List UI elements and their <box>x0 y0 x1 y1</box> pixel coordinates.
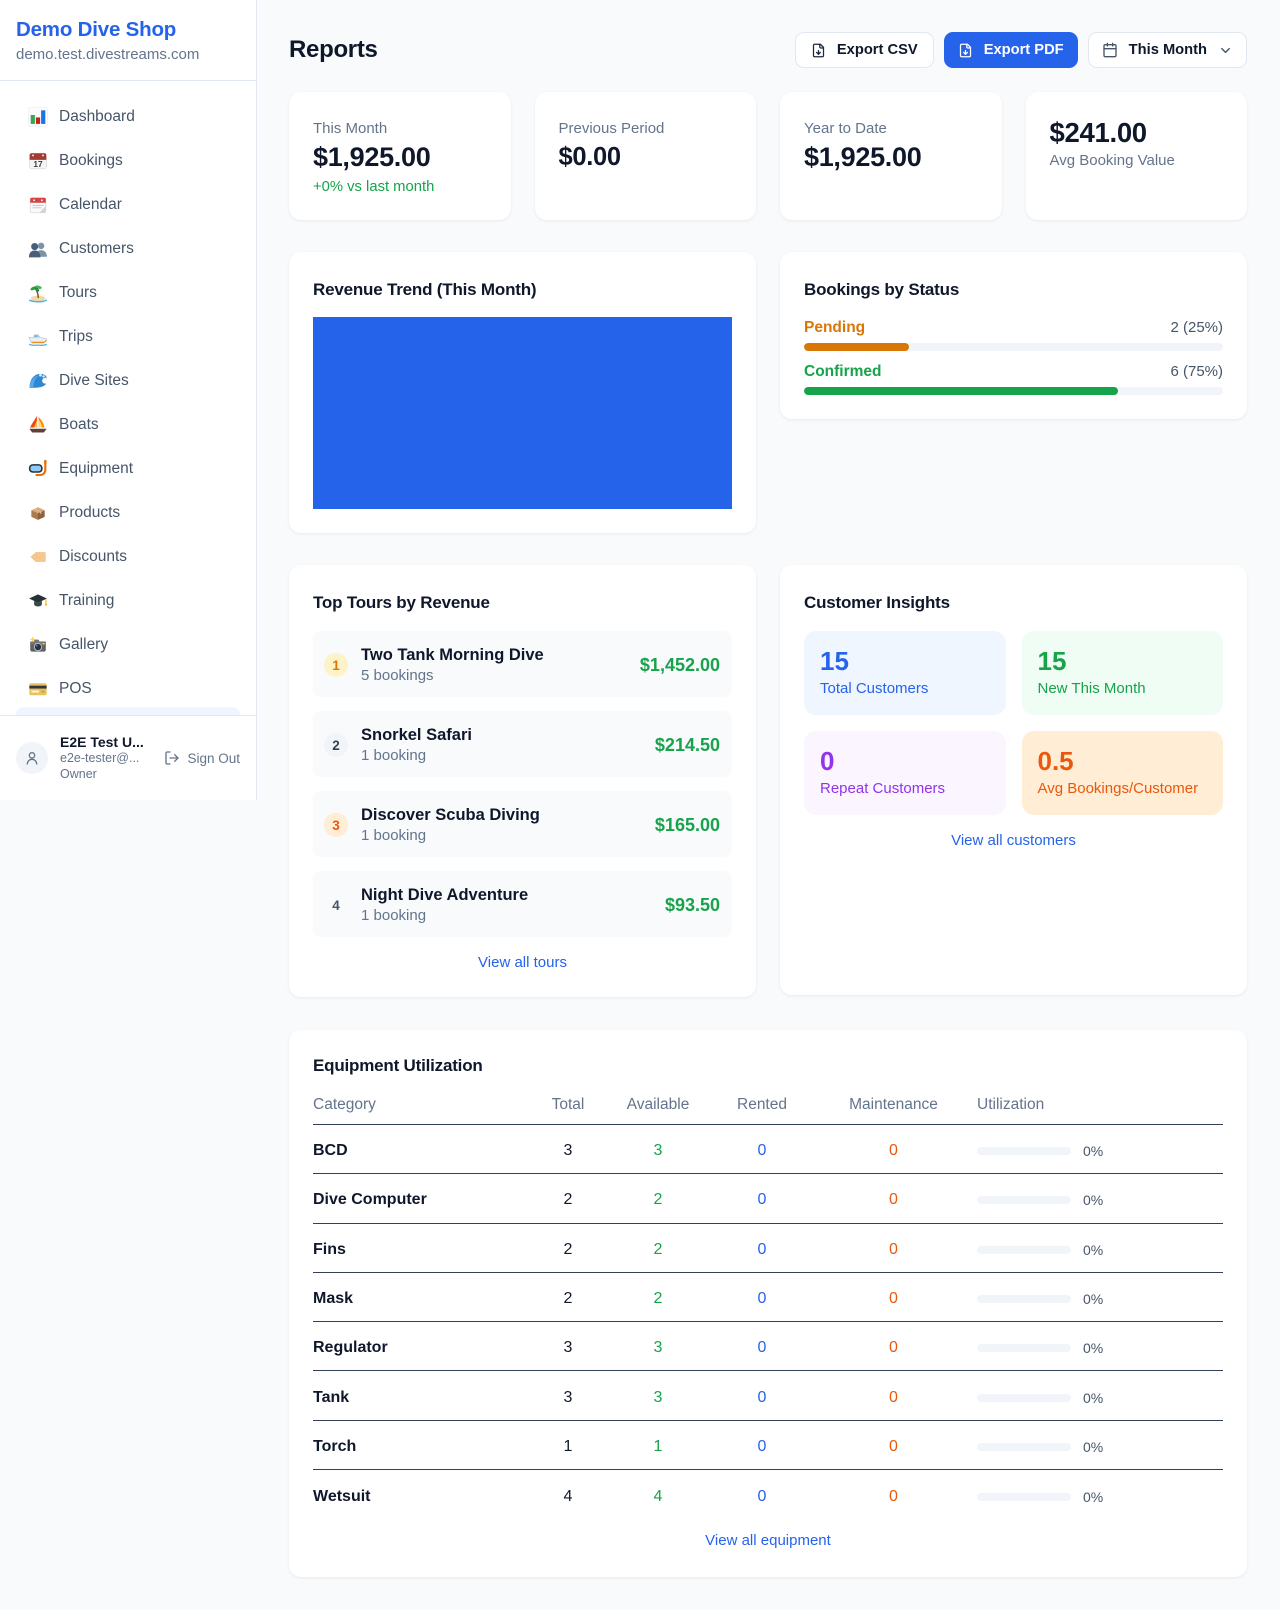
svg-text:17: 17 <box>33 159 43 169</box>
